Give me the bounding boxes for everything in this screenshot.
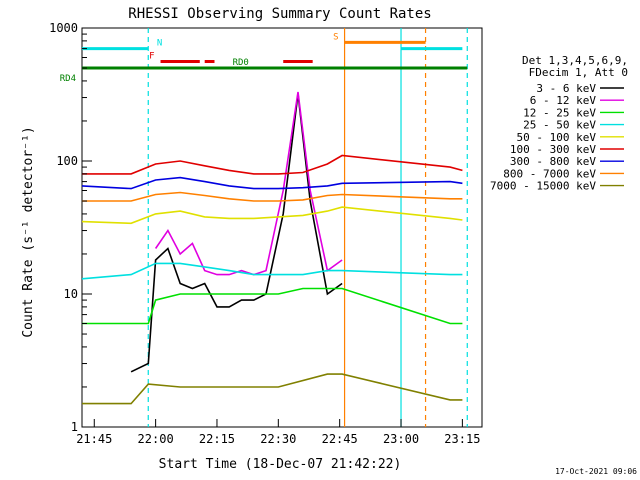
series-line-7 <box>82 191 463 202</box>
flag-label-4: S <box>333 32 338 42</box>
axis-ticks: 21:45 22:00 22:15 22:30 22:45 23:00 23:15 1 10 10… <box>49 21 480 446</box>
series-group <box>81 91 463 405</box>
x-tick-label-2: 22:15 <box>199 432 235 446</box>
legend-header-1: FDecim 1, Att 0 <box>529 66 628 79</box>
y-tick-label-1: 10 <box>64 287 78 301</box>
plot-frame <box>81 27 483 428</box>
legend-entry-1: 6 - 12 keV <box>530 94 597 107</box>
legend-entry-3: 25 - 50 keV <box>523 119 596 132</box>
series-line-5 <box>82 154 463 175</box>
x-tick-label-6: 23:15 <box>444 432 480 446</box>
flag-label-1: F <box>149 51 154 61</box>
series-line-2 <box>82 287 463 325</box>
legend-header-0: Det 1,3,4,5,6,9, <box>522 54 628 67</box>
legend-entry-4: 50 - 100 keV <box>517 131 597 144</box>
legend-entry-2: 12 - 25 keV <box>523 106 596 119</box>
x-tick-label-5: 23:00 <box>383 432 419 446</box>
legend: Det 1,3,4,5,6,9,FDecim 1, Att 0 3 - 6 keV… <box>490 54 628 193</box>
y-tick-label-0: 1 <box>71 420 78 434</box>
legend-entry-5: 100 - 300 keV <box>510 143 596 156</box>
chart-title: RHESSI Observing Summary Count Rates <box>128 6 431 22</box>
footer-timestamp: 17-Oct-2021 09:06 <box>555 467 637 476</box>
legend-entry-8: 7000 - 15000 keV <box>490 180 596 193</box>
y-tick-label-2: 100 <box>56 154 78 168</box>
legend-entry-0: 3 - 6 keV <box>536 82 596 95</box>
flag-label-2: RD4 <box>60 74 76 84</box>
y-axis-label: Count Rate (s⁻¹ detector⁻¹) <box>21 126 36 337</box>
legend-entry-6: 300 - 800 keV <box>510 155 596 168</box>
x-axis-label: Start Time (18-Dec-07 21:42:22) <box>159 457 402 472</box>
series-line-8 <box>82 373 463 405</box>
flag-bars: NF RD4 RD0 S <box>60 32 468 84</box>
series-line-3 <box>81 262 463 280</box>
series-line-0 <box>130 93 343 373</box>
x-tick-label-3: 22:30 <box>260 432 296 446</box>
flag-label-0: N <box>157 39 162 49</box>
x-tick-label-0: 21:45 <box>76 432 112 446</box>
series-line-6 <box>81 176 463 190</box>
series-line-1 <box>154 91 343 276</box>
y-tick-label-3: 1000 <box>49 21 78 35</box>
legend-entry-7: 800 - 7000 keV <box>503 167 596 180</box>
x-tick-label-4: 22:45 <box>322 432 358 446</box>
x-tick-label-1: 22:00 <box>138 432 174 446</box>
series-line-4 <box>81 206 463 225</box>
vertical-markers <box>147 28 468 427</box>
flag-label-3: RD0 <box>233 58 249 68</box>
